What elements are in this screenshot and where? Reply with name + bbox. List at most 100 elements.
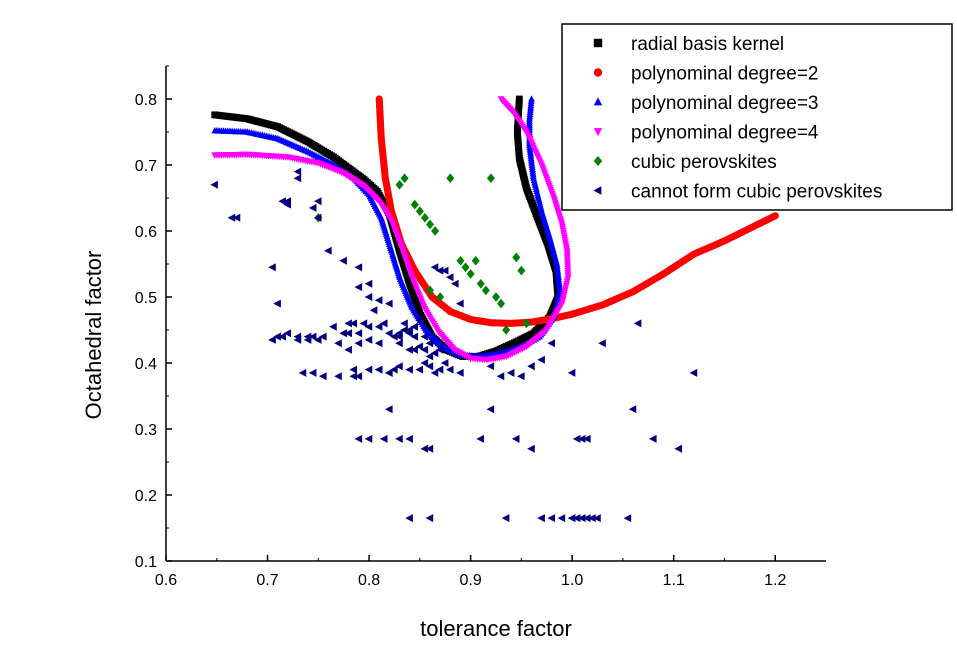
data-point [456,368,464,377]
data-point [364,279,373,288]
legend-box [561,23,953,211]
data-point [588,514,596,523]
series-5 [210,167,698,523]
data-point [313,335,322,344]
data-point [283,329,292,338]
data-point [512,252,521,263]
data-point [303,335,312,344]
data-point [374,339,383,348]
data-point [567,514,576,523]
legend-label: polynominal degree=2 [631,64,819,85]
data-point [364,322,373,331]
data-point [674,444,682,453]
y-ticks: 0.1 0.2 0.3 0.4 0.5 0.6 0.7 0.8 [135,65,172,571]
legend-marker [593,128,603,137]
y-tick-label: 0.7 [135,158,157,175]
x-axis-title: tolerance factor [420,616,572,641]
data-point [400,319,408,328]
data-point [415,365,424,374]
data-point [293,167,302,176]
data-point [471,255,480,266]
legend: radial basis kernel polynominal degree=2 p… [561,23,953,211]
data-point [425,444,434,453]
data-point [420,444,429,453]
data-point [582,514,591,523]
legend-marker [593,186,602,195]
data-point [496,372,505,381]
data-point [415,316,424,325]
data-point [395,434,403,443]
data-point [572,434,581,443]
data-point [426,219,434,230]
data-point [440,266,449,275]
data-point [354,372,363,381]
x-tick-label: 0.7 [256,572,278,589]
data-point [425,352,434,361]
y-axis-title: Octahedral factor [81,251,106,420]
data-point [547,514,556,523]
data-point [466,269,475,279]
data-point [497,298,506,309]
data-point [293,174,302,183]
data-point [364,365,373,374]
data-point [384,405,393,414]
data-point [435,365,444,374]
data-point [268,263,276,272]
data-point [445,365,454,374]
data-point [405,329,413,338]
data-point [461,262,470,273]
data-point [334,372,342,381]
data-point [278,332,286,341]
data-point [273,299,281,308]
data-point [577,514,586,523]
data-point [689,368,698,377]
y-tick-label: 0.3 [135,422,157,439]
data-point [400,326,408,334]
data-point [425,362,434,371]
legend-label: radial basis kernel [631,34,784,55]
data-point [598,339,606,348]
data-point [486,362,495,371]
data-point [517,265,526,276]
data-point [364,335,373,344]
data-point [227,213,236,222]
data-point [557,514,566,523]
data-point [308,332,317,341]
data-point [339,329,347,338]
data-point [344,319,352,328]
legend-label: polynominal degree=4 [631,123,819,144]
data-point [492,292,500,302]
data-point [511,434,520,443]
data-point [405,365,413,374]
legend-label: cubic perovskites [631,152,777,173]
data-point [430,263,439,272]
data-point [502,325,511,335]
data-point [395,362,403,371]
curve-point [528,95,535,102]
data-point [379,434,388,443]
legend-marker [593,68,603,77]
data-point [354,283,363,292]
y-tick-label: 0.4 [135,356,157,373]
data-point [324,246,332,255]
data-point [390,365,398,374]
data-point [410,332,418,341]
data-point [522,318,531,329]
data-point [364,434,373,443]
legend-marker [593,155,603,167]
data-point [435,345,444,354]
data-point [369,306,378,315]
data-point [446,173,455,183]
data-point [349,319,358,328]
x-tick-label: 1.1 [663,572,685,589]
data-point [648,434,657,443]
x-tick-label: 0.9 [459,572,481,589]
data-point [405,514,413,523]
data-point [445,273,454,282]
legend-marker [593,97,603,106]
data-point [395,329,403,338]
data-point [456,255,465,266]
data-point [486,405,495,414]
data-point [354,434,363,443]
data-point [415,206,424,216]
